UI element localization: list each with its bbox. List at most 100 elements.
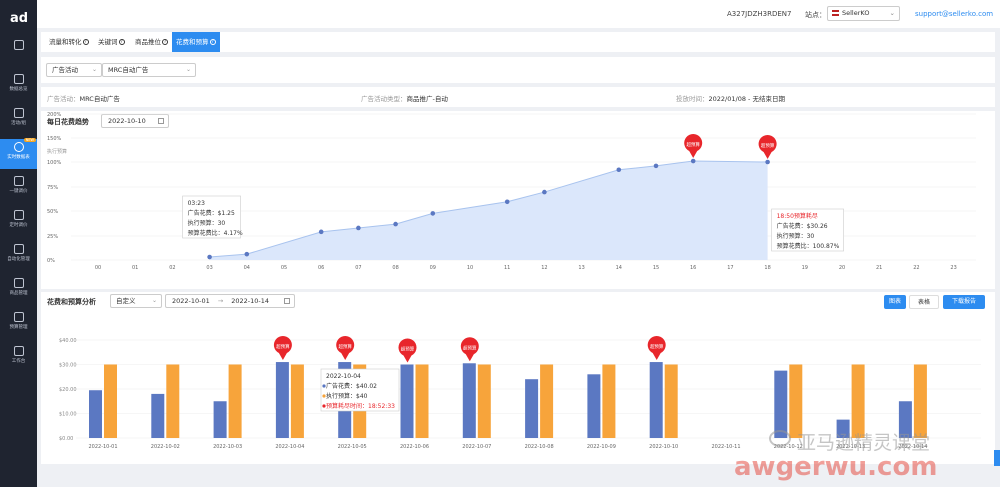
side-float-tab[interactable] bbox=[994, 450, 1000, 466]
watermark-text: 亚马逊精灵课堂 bbox=[797, 432, 931, 454]
budget-bar bbox=[836, 419, 850, 438]
trend-xtick: 03 bbox=[206, 265, 212, 271]
trend-title: 每日花费趋势 bbox=[47, 118, 89, 126]
tab-0[interactable]: 流量和转化? bbox=[49, 38, 89, 46]
budget-bar bbox=[851, 364, 865, 438]
budget-bar bbox=[664, 364, 678, 438]
tab-2[interactable]: 商品推位? bbox=[135, 38, 168, 46]
chevron-down-icon: ⌄ bbox=[151, 297, 157, 304]
campaign-type-select[interactable]: 广告活动 ⌄ bbox=[46, 63, 102, 77]
range-type-select[interactable]: 自定义 ⌄ bbox=[110, 294, 162, 308]
us-flag-icon bbox=[832, 10, 839, 16]
over-budget-marker: 超预算 bbox=[336, 335, 355, 361]
budget-bar bbox=[151, 393, 165, 438]
sidebar-item-0[interactable] bbox=[0, 37, 37, 67]
trend-xtick: 15 bbox=[653, 265, 659, 271]
over-budget-marker: 超预算 bbox=[273, 335, 292, 361]
sidebar-item-2[interactable]: 活动/组 bbox=[0, 105, 37, 135]
sidebar-item-label: 活动/组 bbox=[10, 121, 27, 126]
budget-title: 花费和预算分析 bbox=[47, 298, 96, 306]
trend-xtick: 22 bbox=[913, 265, 919, 271]
trend-ytick: 150% bbox=[47, 136, 62, 142]
chart-view-button[interactable]: 图表 bbox=[884, 295, 906, 309]
budget-bar bbox=[400, 364, 414, 438]
trend-point bbox=[318, 229, 324, 235]
trend-line bbox=[209, 160, 768, 258]
tab-3[interactable]: 花费和预算? bbox=[172, 32, 220, 52]
sidebar-item-5[interactable]: 定时调价 bbox=[0, 207, 37, 237]
campaign-select[interactable]: MRC自动广告 ⌄ bbox=[102, 63, 196, 77]
over-budget-marker: 超预算 bbox=[460, 337, 479, 362]
home-icon bbox=[13, 40, 24, 50]
trend-xtick: 07 bbox=[355, 265, 361, 271]
svg-text:超预算: 超预算 bbox=[761, 142, 775, 149]
sidebar-item-6[interactable]: 自动化管理 bbox=[0, 241, 37, 271]
trend-ytick: 25% bbox=[47, 234, 58, 240]
budget-bar bbox=[228, 364, 242, 438]
trend-ytick: 100% bbox=[47, 160, 62, 166]
svg-text:广告花费：$30.26: 广告花费：$30.26 bbox=[777, 222, 828, 230]
budget-xtick: 2022-10-11 bbox=[711, 444, 740, 450]
support-email-link[interactable]: support@sellerko.com bbox=[915, 10, 994, 18]
report-tabs: 流量和转化? 关键词? 商品推位? 花费和预算? bbox=[41, 32, 995, 52]
budget-ytick: $30.00 bbox=[59, 363, 77, 369]
trend-date-picker[interactable]: 2022-10-10 bbox=[101, 114, 169, 128]
campaign-info: 广告活动：MRC自动广告 广告活动类型：商品推广-自动 投放时间：2022/01… bbox=[41, 87, 995, 107]
trend-point bbox=[504, 199, 510, 205]
trend-xtick: 20 bbox=[839, 265, 845, 271]
sidebar-item-3[interactable]: 实时数据表 NEW bbox=[0, 138, 37, 169]
trend-xtick: 08 bbox=[392, 265, 398, 271]
adjust-icon bbox=[13, 176, 24, 186]
budget-chart: $0.00 $10.00 $20.00 $30.00 $40.00 2022-10-01 2… bbox=[59, 335, 981, 450]
budget-xtick: 2022-10-02 bbox=[151, 444, 180, 450]
trend-xtick: 18 bbox=[764, 265, 770, 271]
sidebar-item-8[interactable]: 预算管理 bbox=[0, 309, 37, 339]
budget-xtick: 2022-10-03 bbox=[213, 444, 242, 450]
sidebar-item-4[interactable]: 一键调价 bbox=[0, 173, 37, 203]
budget-icon bbox=[13, 312, 24, 322]
budget-bar bbox=[540, 364, 554, 438]
account-id: A327JDZH3RDEN7 bbox=[727, 10, 792, 18]
budget-xtick: 2022-10-09 bbox=[587, 444, 616, 450]
table-view-button[interactable]: 表格 bbox=[909, 295, 939, 309]
help-icon: ? bbox=[82, 39, 89, 45]
daily-spend-trend-panel: 每日花费趋势 2022-10-10 执行预算 0% 25% 50% 75% 100% 150… bbox=[41, 111, 995, 289]
svg-text:预算花费比：100.87%: 预算花费比：100.87% bbox=[777, 242, 840, 250]
budget-ytick: $10.00 bbox=[59, 412, 77, 418]
product-icon bbox=[13, 278, 24, 288]
trend-xtick: 16 bbox=[690, 265, 696, 271]
sidebar-item-label: 实时数据表 bbox=[7, 155, 30, 160]
budget-bar bbox=[477, 364, 491, 438]
campaign-info-type: 广告活动类型：商品推广-自动 bbox=[361, 95, 448, 103]
budget-bar bbox=[275, 362, 289, 438]
svg-text:超预算: 超预算 bbox=[276, 343, 290, 350]
sidebar-item-1[interactable]: 数据总览 bbox=[0, 71, 37, 101]
trend-ylabel: 执行预算 bbox=[47, 148, 67, 155]
trend-xtick: 19 bbox=[802, 265, 808, 271]
site-select[interactable]: SellerKO ⌄ bbox=[827, 6, 900, 21]
trend-xtick: 13 bbox=[578, 265, 584, 271]
budget-ytick: $20.00 bbox=[59, 387, 77, 393]
svg-text:执行预算：$40: 执行预算：$40 bbox=[326, 392, 368, 400]
trend-xtick: 17 bbox=[727, 265, 733, 271]
budget-bar bbox=[602, 364, 616, 438]
budget-bar bbox=[290, 364, 304, 438]
budget-ytick: $40.00 bbox=[59, 338, 77, 344]
date-range-picker[interactable]: 2022-10-01 → 2022-10-14 bbox=[165, 294, 295, 308]
spend-budget-panel: 花费和预算分析 自定义 ⌄ 2022-10-01 → 2022-10-14 图表 表格… bbox=[41, 292, 995, 464]
budget-xtick: 2022-10-10 bbox=[649, 444, 678, 450]
tab-1[interactable]: 关键词? bbox=[98, 38, 125, 46]
download-report-button[interactable]: 下载报告 bbox=[943, 295, 985, 309]
sidebar-item-7[interactable]: 商品管理 bbox=[0, 275, 37, 305]
trend-point bbox=[616, 167, 622, 173]
timer-icon bbox=[13, 210, 24, 220]
trend-xtick: 06 bbox=[318, 265, 324, 271]
sidebar-item-label: 工作台 bbox=[11, 359, 26, 364]
sidebar-item-label: 商品管理 bbox=[9, 291, 28, 296]
budget-bar bbox=[104, 364, 117, 438]
trend-chart: 执行预算 0% 25% 50% 75% 100% 150% 200% 00 01 02 03 04 05 0… bbox=[47, 112, 976, 271]
sidebar: ad 数据总览 活动/组 实时数据表 NEW 一键调价 定时调价 自动化管理 商品管理 预算管理… bbox=[0, 0, 37, 487]
sidebar-item-9[interactable]: 工作台 bbox=[0, 343, 37, 373]
sidebar-item-label: 自动化管理 bbox=[7, 257, 30, 262]
